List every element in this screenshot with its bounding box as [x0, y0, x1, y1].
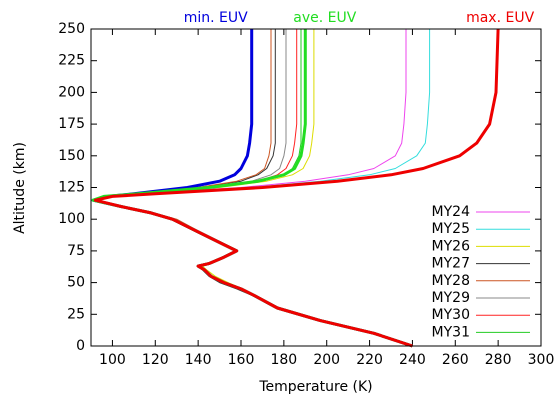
- legend-label: MY24: [432, 204, 471, 220]
- legend-label: MY29: [432, 290, 470, 306]
- x-tick-label: 200: [313, 352, 340, 368]
- x-tick-label: 240: [399, 352, 426, 368]
- legend-label: MY27: [432, 256, 470, 272]
- y-tick-label: 250: [58, 21, 85, 37]
- y-tick-label: 125: [58, 180, 85, 196]
- y-tick-label: 50: [67, 275, 85, 291]
- x-tick-label: 100: [99, 352, 126, 368]
- x-tick-label: 160: [228, 352, 255, 368]
- x-tick-label: 140: [185, 352, 212, 368]
- x-tick-label: 120: [142, 352, 169, 368]
- y-tick-label: 0: [76, 338, 85, 354]
- y-tick-label: 100: [58, 211, 85, 227]
- euv-label: ave. EUV: [293, 10, 356, 26]
- y-tick-label: 200: [58, 84, 85, 100]
- y-tick-label: 75: [67, 243, 85, 259]
- euv-label: max. EUV: [466, 10, 534, 26]
- legend-label: MY30: [432, 307, 470, 323]
- euv-label: min. EUV: [184, 10, 248, 26]
- x-tick-label: 280: [485, 352, 512, 368]
- x-tick-label: 260: [442, 352, 469, 368]
- y-tick-label: 150: [58, 148, 85, 164]
- x-tick-label: 300: [528, 352, 555, 368]
- y-tick-label: 175: [58, 116, 85, 132]
- profile-line: [93, 28, 500, 348]
- legend-label: MY31: [432, 324, 470, 340]
- x-axis-label: Temperature (K): [258, 379, 372, 395]
- legend-label: MY26: [432, 238, 471, 254]
- y-axis-label: Altitude (km): [12, 142, 28, 234]
- y-tick-label: 25: [67, 306, 85, 322]
- x-tick-label: 180: [270, 352, 297, 368]
- x-tick-label: 220: [356, 352, 383, 368]
- legend-label: MY25: [432, 221, 470, 237]
- plot-frame: [90, 28, 542, 347]
- legend-label: MY28: [432, 273, 470, 289]
- y-tick-label: 225: [58, 53, 85, 69]
